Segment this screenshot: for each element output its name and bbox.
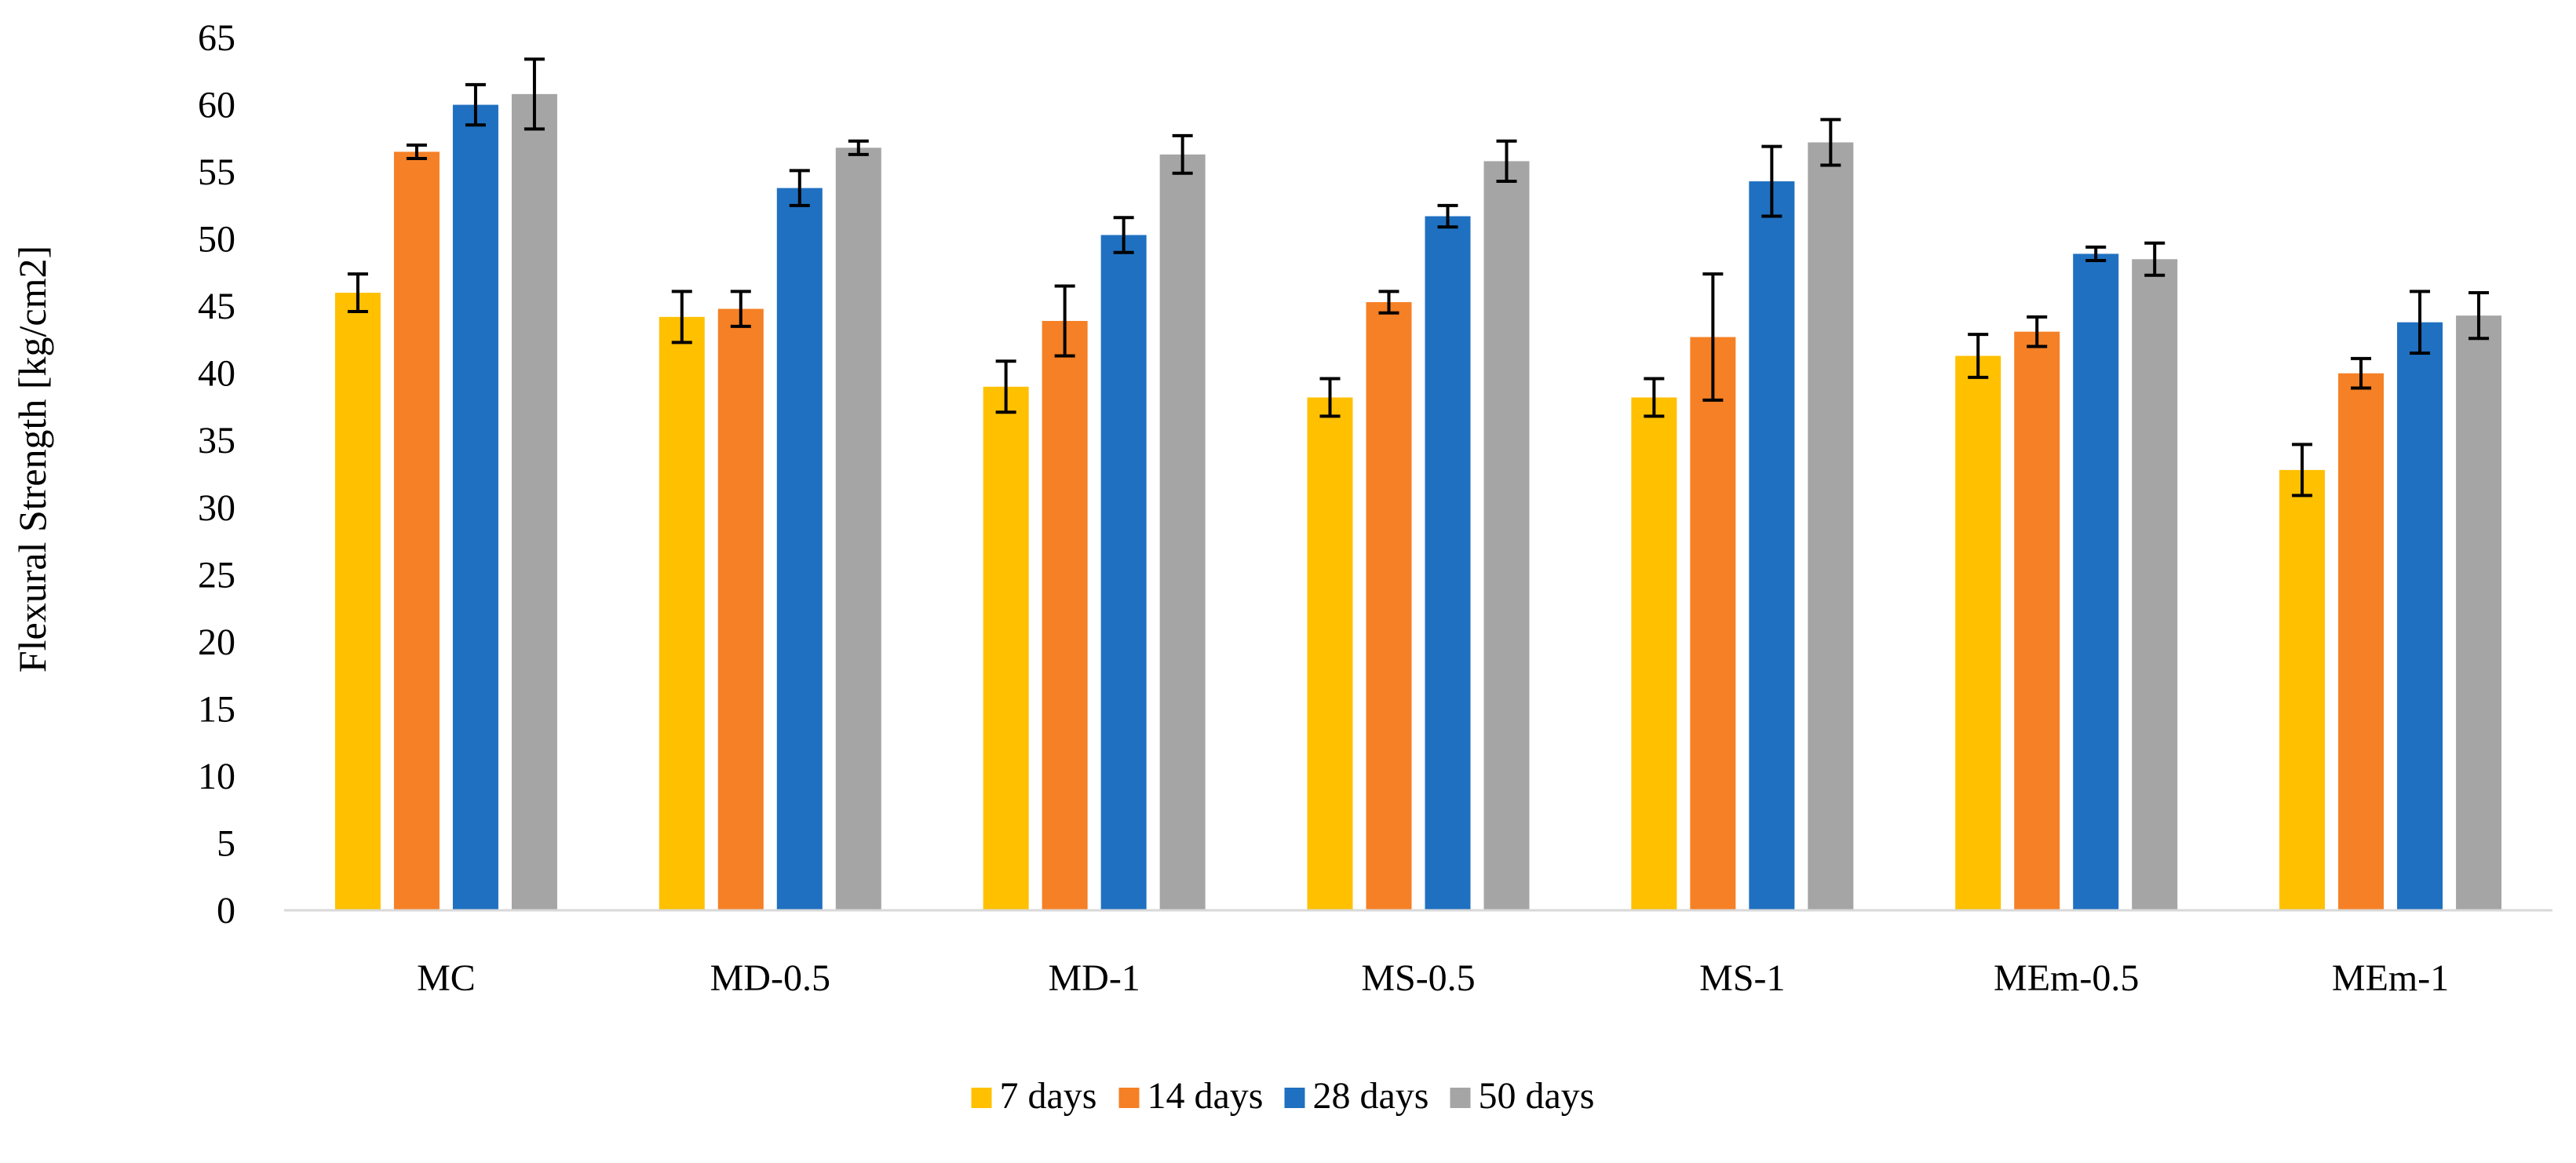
bar-MS-0.5-14days <box>1366 302 1412 910</box>
y-tick-label: 50 <box>198 219 235 261</box>
y-tick-label: 20 <box>198 622 235 663</box>
bar-MS-0.5-7days <box>1307 397 1353 910</box>
error-bar-MS-0.5-14days <box>1378 290 1399 315</box>
y-tick-label: 55 <box>198 151 235 193</box>
category-label: MD-1 <box>1048 957 1140 999</box>
bar-MD-1-50days <box>1159 154 1206 911</box>
error-bar-MC-50days <box>524 57 545 131</box>
bar-MEm-1-7days <box>2279 469 2326 910</box>
bar-MD-1-28days <box>1100 235 1147 911</box>
legend-label: 7 days <box>1000 1075 1097 1117</box>
bar-MD-0.5-28days <box>776 188 823 911</box>
error-bar-MC-28days <box>465 82 486 127</box>
error-bar-MD-1-7days <box>995 359 1016 414</box>
category-label: MD-0.5 <box>710 957 830 999</box>
y-tick-label: 35 <box>198 420 235 461</box>
bar-MEm-0.5-28days <box>2073 253 2119 910</box>
bar-MS-0.5-50days <box>1483 161 1530 911</box>
error-bar-MEm-1-14days <box>2351 356 2372 390</box>
legend-item: 7 days <box>971 1075 1097 1117</box>
error-bar-MS-1-50days <box>1820 118 1841 167</box>
category-label: MEm-0.5 <box>1994 957 2139 999</box>
error-bar-MEm-1-28days <box>2410 290 2431 355</box>
bar-MEm-0.5-50days <box>2132 259 2178 910</box>
error-bars <box>347 57 2490 498</box>
y-tick-label: 60 <box>198 85 235 126</box>
legend-item: 50 days <box>1450 1075 1595 1117</box>
bar-MEm-1-50days <box>2456 315 2502 910</box>
error-bar-MD-1-28days <box>1113 216 1134 254</box>
legend: 7 days 14 days 28 days 50 days <box>971 1075 1595 1117</box>
legend-swatch <box>1450 1088 1471 1108</box>
bar-MD-1-7days <box>983 386 1029 910</box>
error-bar-MEm-0.5-14days <box>2027 315 2048 348</box>
bar-MEm-1-28days <box>2397 322 2443 910</box>
legend-item: 14 days <box>1118 1075 1264 1117</box>
y-tick-label: 30 <box>198 487 235 529</box>
category-labels: MC MD-0.5 MD-1 MS-0.5 MS-1 MEm-0.5 MEm-1 <box>417 957 2449 999</box>
error-bar-MS-0.5-7days <box>1319 377 1341 418</box>
error-bar-MEm-1-50days <box>2468 291 2490 341</box>
bar-MD-0.5-50days <box>835 148 881 910</box>
bar-MD-0.5-14days <box>717 308 764 910</box>
bar-MC-7days <box>334 293 381 910</box>
legend-label: 50 days <box>1479 1075 1595 1117</box>
error-bar-MEm-1-7days <box>2292 443 2313 498</box>
error-bar-MS-1-14days <box>1702 272 1724 402</box>
legend-swatch <box>971 1088 992 1108</box>
y-tick-label: 10 <box>198 756 235 797</box>
legend-item: 28 days <box>1284 1075 1429 1117</box>
category-label: MS-0.5 <box>1361 957 1475 999</box>
legend-label: 28 days <box>1313 1075 1429 1117</box>
bar-MS-0.5-28days <box>1425 216 1471 910</box>
category-label: MEm-1 <box>2332 957 2449 999</box>
y-tick-label: 0 <box>217 890 235 931</box>
error-bar-MD-1-50days <box>1172 133 1193 175</box>
error-bar-MS-0.5-28days <box>1437 203 1458 229</box>
error-bar-MD-0.5-28days <box>789 169 810 207</box>
error-bar-MS-1-7days <box>1644 377 1665 418</box>
y-tick-label: 5 <box>217 822 235 864</box>
y-tick-label: 40 <box>198 353 235 395</box>
bar-MD-1-14days <box>1042 320 1088 911</box>
bar-MS-1-14days <box>1690 337 1736 910</box>
bar-MEm-0.5-14days <box>2014 331 2060 910</box>
bar-MEm-1-14days <box>2338 373 2384 910</box>
bar-MC-28days <box>452 104 498 911</box>
error-bar-MEm-0.5-7days <box>1968 333 1989 379</box>
error-bar-MC-7days <box>347 272 368 313</box>
y-tick-label: 25 <box>198 554 235 596</box>
error-bar-MEm-0.5-50days <box>2144 241 2166 277</box>
category-label: MS-1 <box>1699 957 1785 999</box>
y-axis-title: Flexural Strength [kg/cm2] <box>10 246 54 673</box>
error-bar-MC-14days <box>406 143 427 160</box>
error-bar-MD-0.5-14days <box>730 290 751 328</box>
bars <box>334 93 2502 911</box>
legend-label: 14 days <box>1148 1075 1264 1117</box>
error-bar-MS-1-28days <box>1761 144 1782 218</box>
error-bar-MD-0.5-50days <box>848 139 869 156</box>
y-tick-label: 15 <box>198 688 235 730</box>
legend-swatch <box>1118 1088 1140 1108</box>
bar-MS-1-7days <box>1631 397 1677 910</box>
bar-MC-50days <box>511 93 557 911</box>
y-tick-label: 65 <box>198 17 235 59</box>
error-bar-MD-1-14days <box>1054 284 1075 358</box>
y-tick-label: 45 <box>198 286 235 327</box>
bar-MD-0.5-7days <box>659 316 705 911</box>
bar-MC-14days <box>393 151 440 910</box>
bar-MS-1-28days <box>1749 181 1795 910</box>
error-bar-MEm-0.5-28days <box>2085 245 2107 262</box>
error-bar-MD-0.5-7days <box>671 290 692 345</box>
bar-MS-1-50days <box>1808 142 1854 910</box>
bar-MEm-0.5-7days <box>1955 355 2001 911</box>
error-bar-MS-0.5-50days <box>1496 139 1517 184</box>
category-label: MC <box>417 957 476 999</box>
legend-swatch <box>1284 1088 1305 1108</box>
y-axis-ticks: 0 5 10 15 20 25 30 35 40 45 50 55 60 65 <box>198 17 235 931</box>
